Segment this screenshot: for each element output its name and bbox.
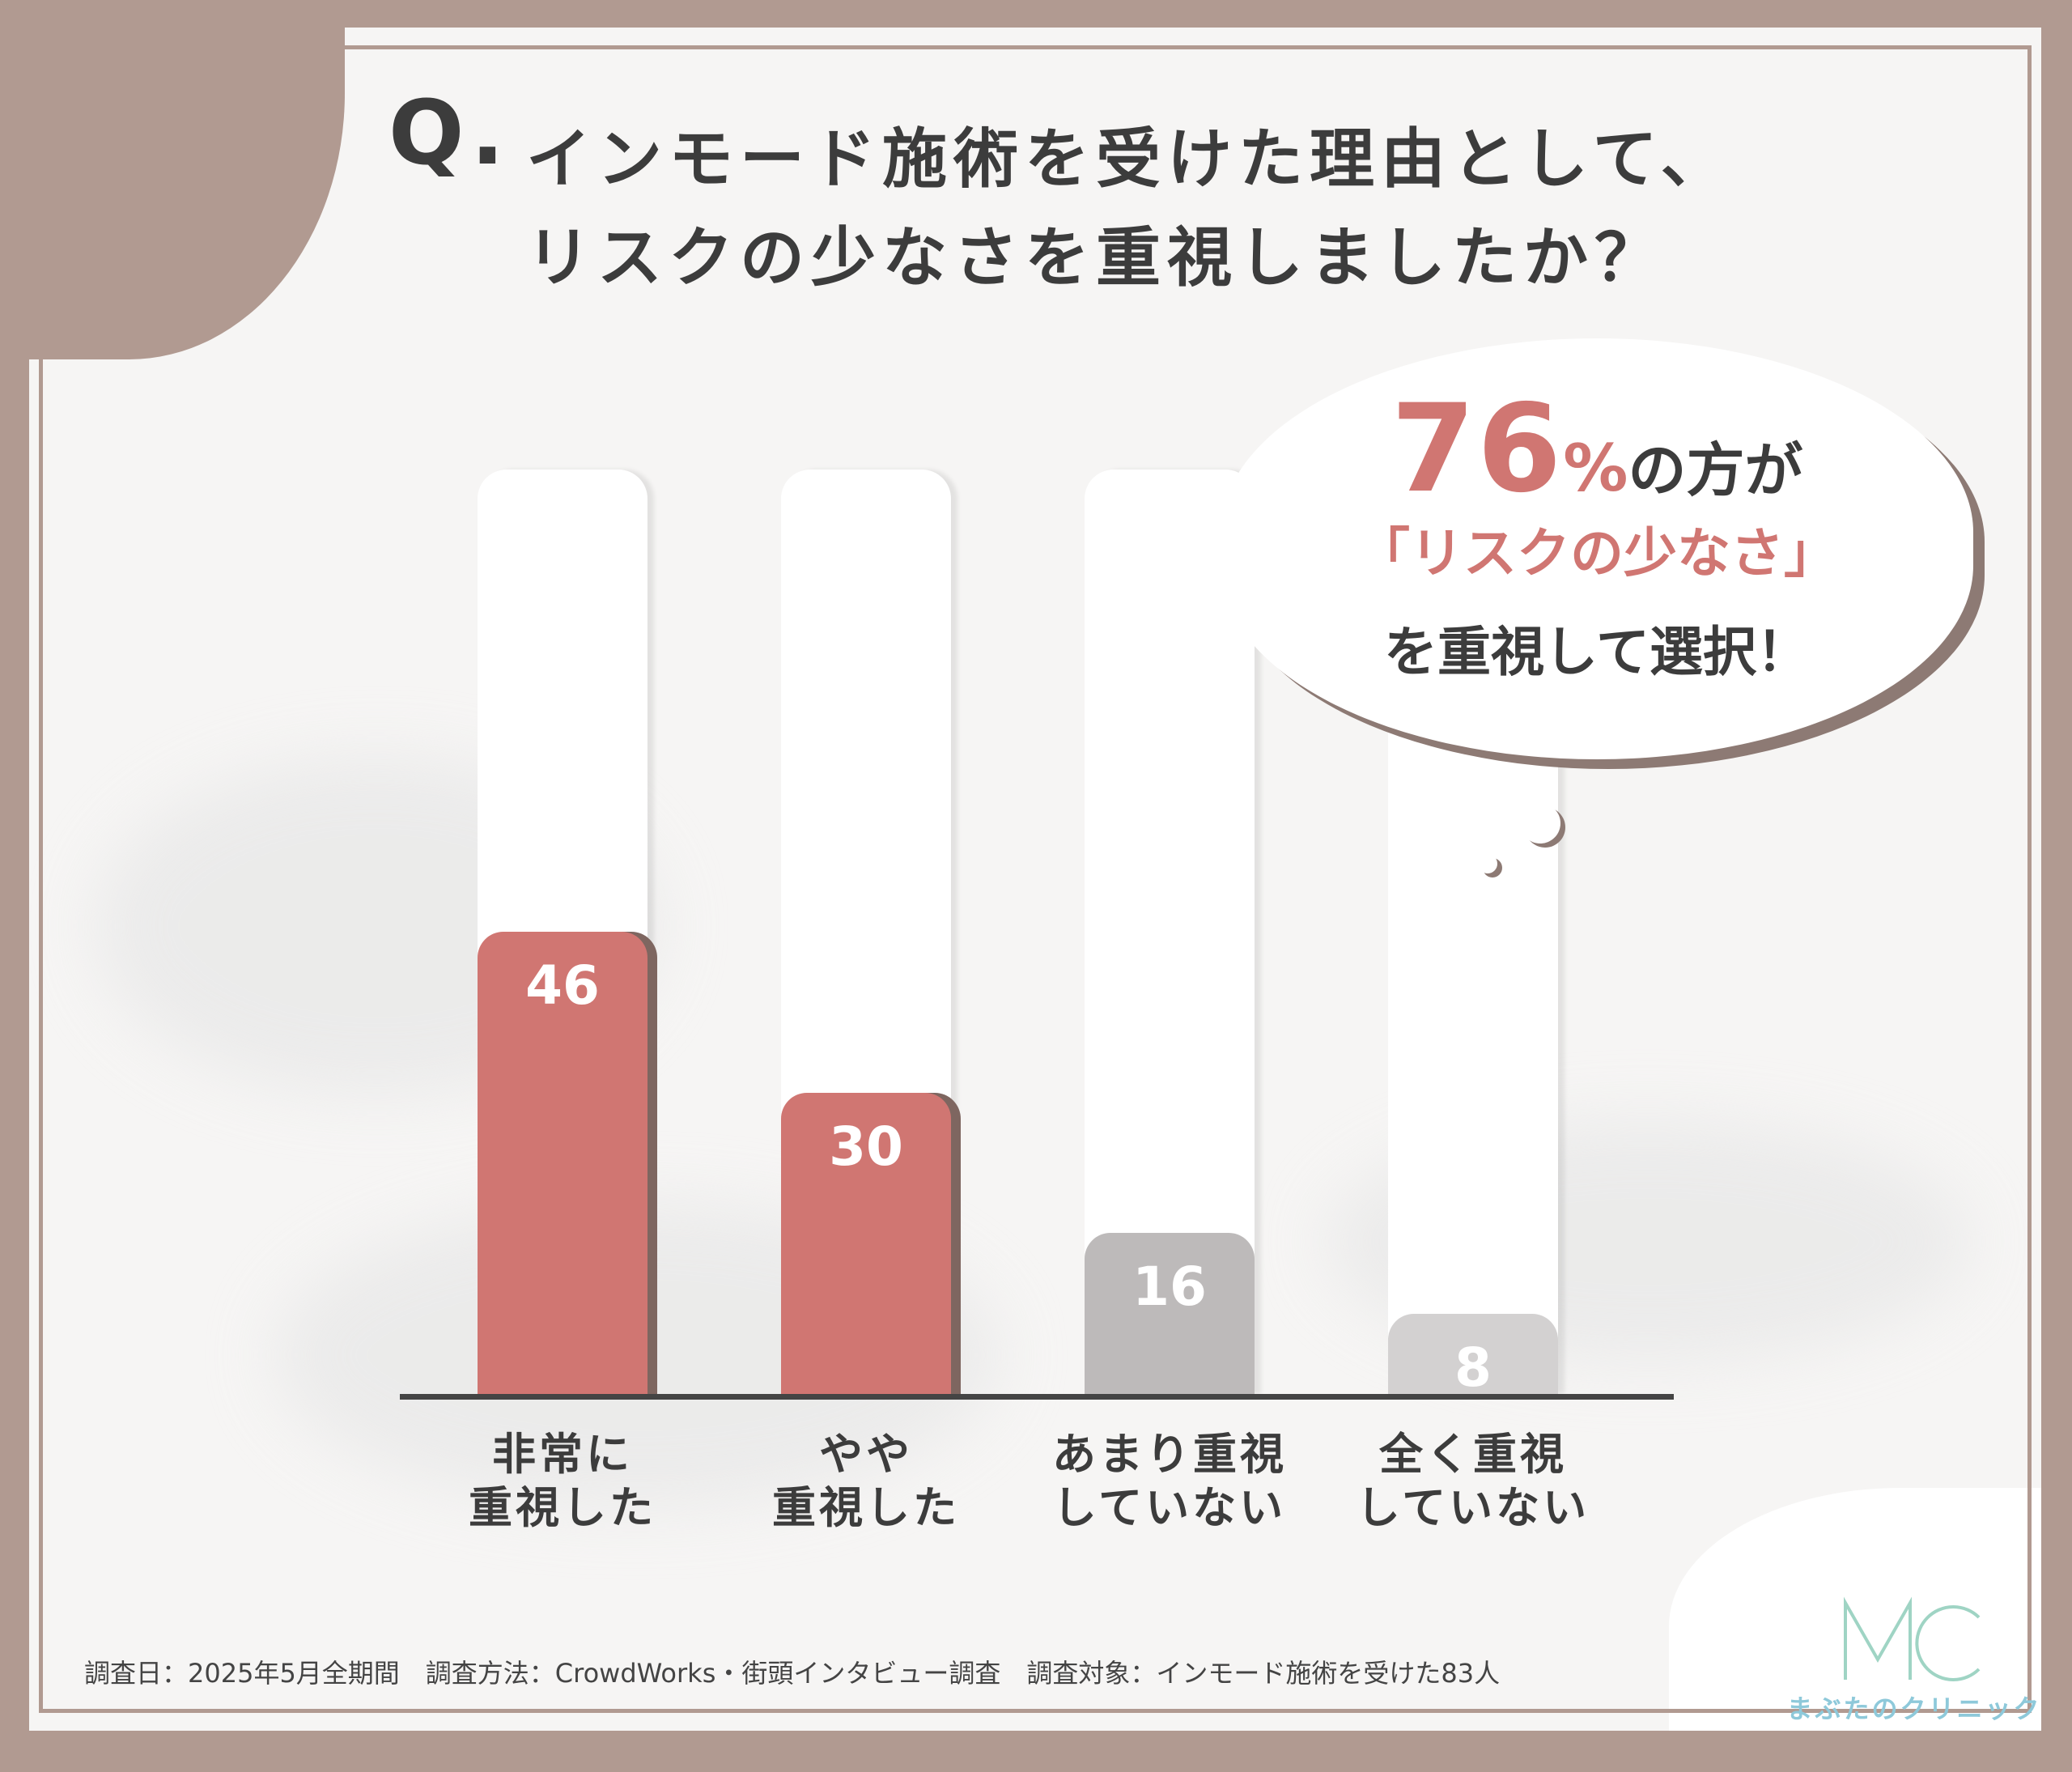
bar-value-label: 16 [1132, 1256, 1207, 1318]
bar [478, 932, 648, 1394]
callout-line-1-suffix: の方が [1628, 436, 1803, 504]
bar-track: 30 [781, 470, 961, 1394]
bubble-tail-dot [1520, 803, 1560, 844]
survey-footnote: 調査日：2025年5月全期間 調査方法：CrowdWorks・街頭インタビュー調… [84, 1658, 1501, 1689]
question-mark-label: Q. [388, 81, 512, 185]
bar-value-label: 30 [829, 1115, 903, 1178]
bar [1085, 1233, 1255, 1394]
clinic-logo-mark [1844, 1596, 1981, 1681]
callout-line-3: を重視して選択！ [1383, 621, 1811, 683]
category-label: やや 重視した [772, 1429, 960, 1533]
category-label: あまり重視 していない [1052, 1429, 1287, 1533]
page-title-line-2: リスクの少なさを重視しましたか？ [526, 220, 1666, 295]
chart-baseline [400, 1394, 1674, 1400]
bubble-tail-dot [1478, 854, 1497, 873]
bar [1388, 1314, 1558, 1394]
bar-track: 46 [478, 470, 657, 1394]
bar-value-label: 46 [525, 954, 600, 1017]
category-label: 全く重視 していない [1356, 1429, 1590, 1533]
bar-value-label: 8 [1454, 1336, 1492, 1399]
clinic-logo-name: まぶたのクリニック [1786, 1693, 2042, 1724]
category-label: 非常に 重視した [469, 1429, 656, 1533]
corner-decoration-top-left [29, 28, 345, 359]
bar [781, 1093, 951, 1394]
callout-percent-sign: % [1563, 431, 1628, 506]
callout-percent: 76 [1391, 379, 1564, 520]
callout-line-2: 「リスクの少なさ」 [1357, 522, 1837, 584]
callout-line-1: 76%の方が [1221, 379, 1973, 520]
page-title-line-1: インモード施術を受けた理由として、 [526, 121, 1732, 197]
thought-bubble [1221, 338, 1973, 759]
bar-track: 16 [1085, 470, 1255, 1394]
